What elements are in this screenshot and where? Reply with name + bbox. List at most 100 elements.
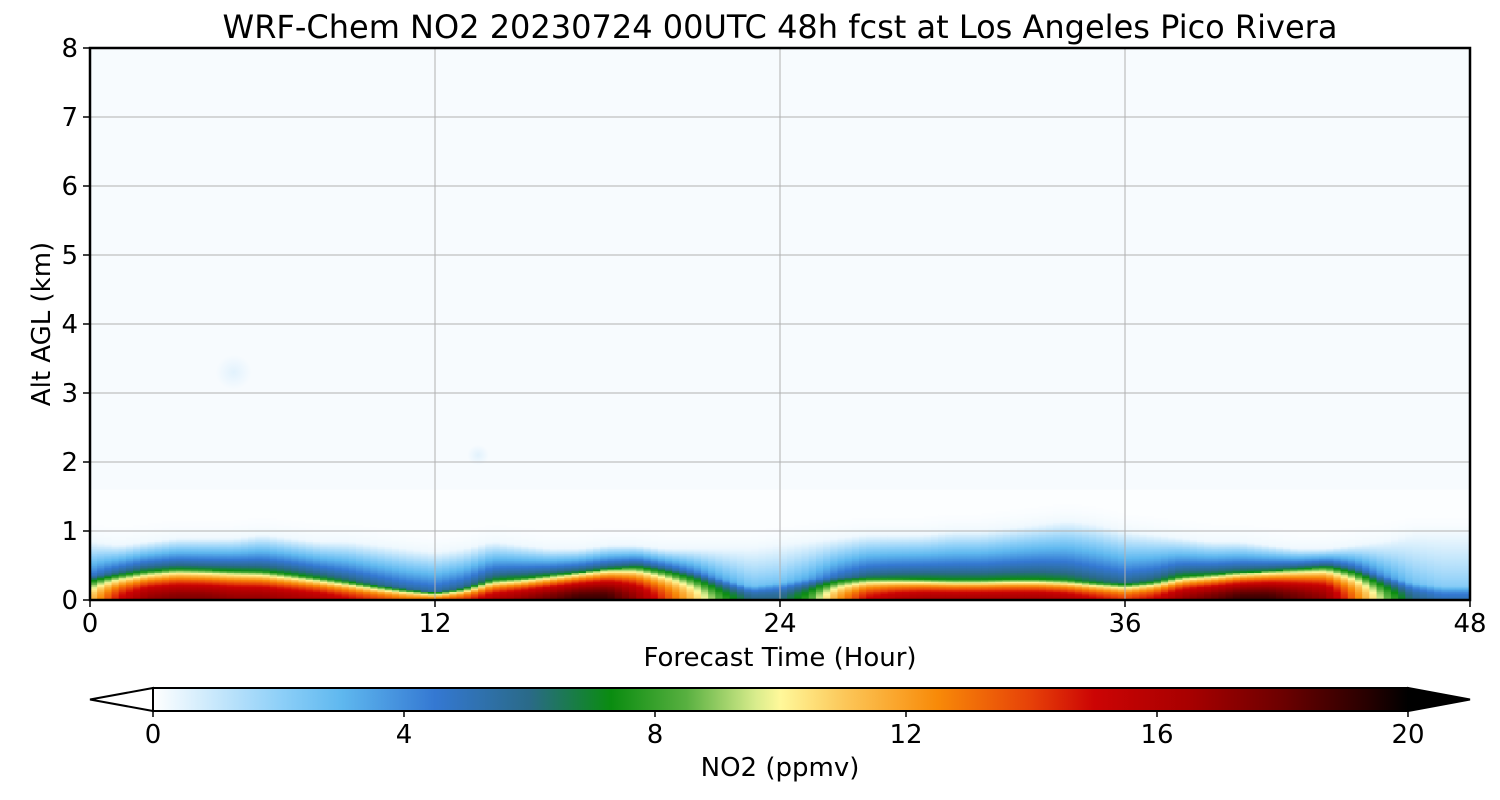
heatmap-cell — [435, 594, 443, 598]
heatmap-cell — [363, 558, 371, 561]
heatmap-cell — [456, 596, 465, 599]
heatmap-cell — [248, 512, 256, 515]
heatmap-cell — [327, 581, 335, 584]
heatmap-cell — [183, 517, 192, 520]
heatmap-cell — [363, 534, 371, 537]
heatmap-cell — [226, 489, 235, 492]
heatmap-cell — [197, 501, 206, 505]
heatmap-cell — [320, 555, 328, 558]
heatmap-cell — [435, 553, 443, 556]
heatmap-cell — [240, 518, 249, 522]
heatmap-cell — [456, 549, 465, 553]
heatmap-cell — [427, 586, 436, 589]
heatmap-cell — [370, 515, 379, 518]
heatmap-cell — [406, 587, 415, 591]
heatmap-cell — [240, 549, 249, 553]
heatmap-cell — [334, 549, 343, 553]
heatmap-cell — [442, 567, 450, 570]
heatmap-cell — [334, 520, 343, 523]
heatmap-cell — [133, 567, 141, 570]
heatmap-cell — [449, 503, 458, 506]
heatmap-cell — [435, 587, 443, 591]
heatmap-cell — [118, 581, 127, 584]
heatmap-cell — [140, 541, 149, 544]
heatmap-cell — [133, 577, 141, 580]
heatmap-cell — [341, 581, 350, 584]
heatmap-cell — [399, 491, 407, 494]
heatmap-cell — [90, 570, 98, 573]
heatmap-cell — [320, 506, 328, 510]
heatmap-cell — [427, 572, 436, 575]
heatmap-cell — [133, 536, 141, 539]
heatmap-cell — [384, 539, 393, 542]
heatmap-cell — [456, 537, 465, 541]
heatmap-cell — [176, 522, 185, 525]
heatmap-cell — [212, 529, 220, 532]
heatmap-cell — [125, 556, 134, 560]
heatmap-cell — [391, 515, 400, 518]
heatmap-cell — [226, 532, 235, 536]
heatmap-cell — [377, 575, 386, 579]
heatmap-cell — [176, 524, 185, 527]
heatmap-cell — [449, 582, 458, 586]
heatmap-cell — [399, 539, 407, 542]
heatmap-cell — [240, 512, 249, 515]
heatmap-cell — [399, 589, 407, 592]
heatmap-cell — [449, 544, 458, 548]
heatmap-cell — [363, 531, 371, 534]
heatmap-cell — [298, 543, 307, 546]
heatmap-cell — [97, 518, 105, 522]
heatmap-cell — [449, 553, 458, 556]
heatmap-cell — [276, 553, 285, 556]
heatmap-cell — [334, 543, 343, 546]
heatmap-cell — [413, 529, 422, 532]
heatmap-cell — [363, 508, 371, 511]
heatmap-cell — [118, 503, 127, 506]
heatmap-cell — [391, 565, 400, 568]
heatmap-cell — [147, 568, 156, 572]
heatmap-cell — [169, 536, 177, 539]
heatmap-cell — [161, 489, 170, 492]
heatmap-cell — [449, 506, 458, 510]
heatmap-cell — [147, 493, 156, 496]
heatmap-cell — [291, 572, 300, 575]
heatmap-cell — [219, 496, 228, 499]
heatmap-cell — [205, 596, 213, 599]
heatmap-cell — [406, 572, 415, 575]
heatmap-cell — [140, 567, 149, 570]
heatmap-cell — [147, 581, 156, 584]
heatmap-cell — [420, 536, 429, 539]
heatmap-cell — [291, 596, 300, 599]
heatmap-cell — [240, 591, 249, 594]
heatmap-cell — [255, 568, 264, 572]
heatmap-cell — [399, 527, 407, 530]
heatmap-cell — [104, 508, 113, 511]
heatmap-cell — [205, 567, 213, 570]
heatmap-cell — [269, 581, 278, 584]
heatmap-cell — [97, 579, 105, 582]
heatmap-cell — [413, 567, 422, 570]
heatmap-cell — [334, 498, 343, 501]
heatmap-cell — [449, 508, 458, 511]
heatmap-cell — [327, 558, 335, 561]
heatmap-cell — [355, 531, 364, 534]
heatmap-cell — [118, 549, 127, 553]
heatmap-cell — [370, 531, 379, 534]
heatmap-cell — [269, 556, 278, 560]
heatmap-cell — [161, 570, 170, 573]
heatmap-cell — [190, 536, 199, 539]
heatmap-cell — [125, 558, 134, 561]
heatmap-cell — [427, 506, 436, 510]
heatmap-cell — [427, 582, 436, 586]
heatmap-cell — [190, 496, 199, 499]
heatmap-cell — [327, 543, 335, 546]
heatmap-cell — [298, 522, 307, 525]
heatmap-cell — [399, 548, 407, 551]
heatmap-cell — [456, 525, 465, 529]
heatmap-cell — [233, 527, 242, 530]
heatmap-cell — [276, 515, 285, 518]
heatmap-cell — [449, 589, 458, 592]
heatmap-cell — [190, 518, 199, 522]
heatmap-cell — [233, 560, 242, 563]
heatmap-cell — [176, 517, 185, 520]
